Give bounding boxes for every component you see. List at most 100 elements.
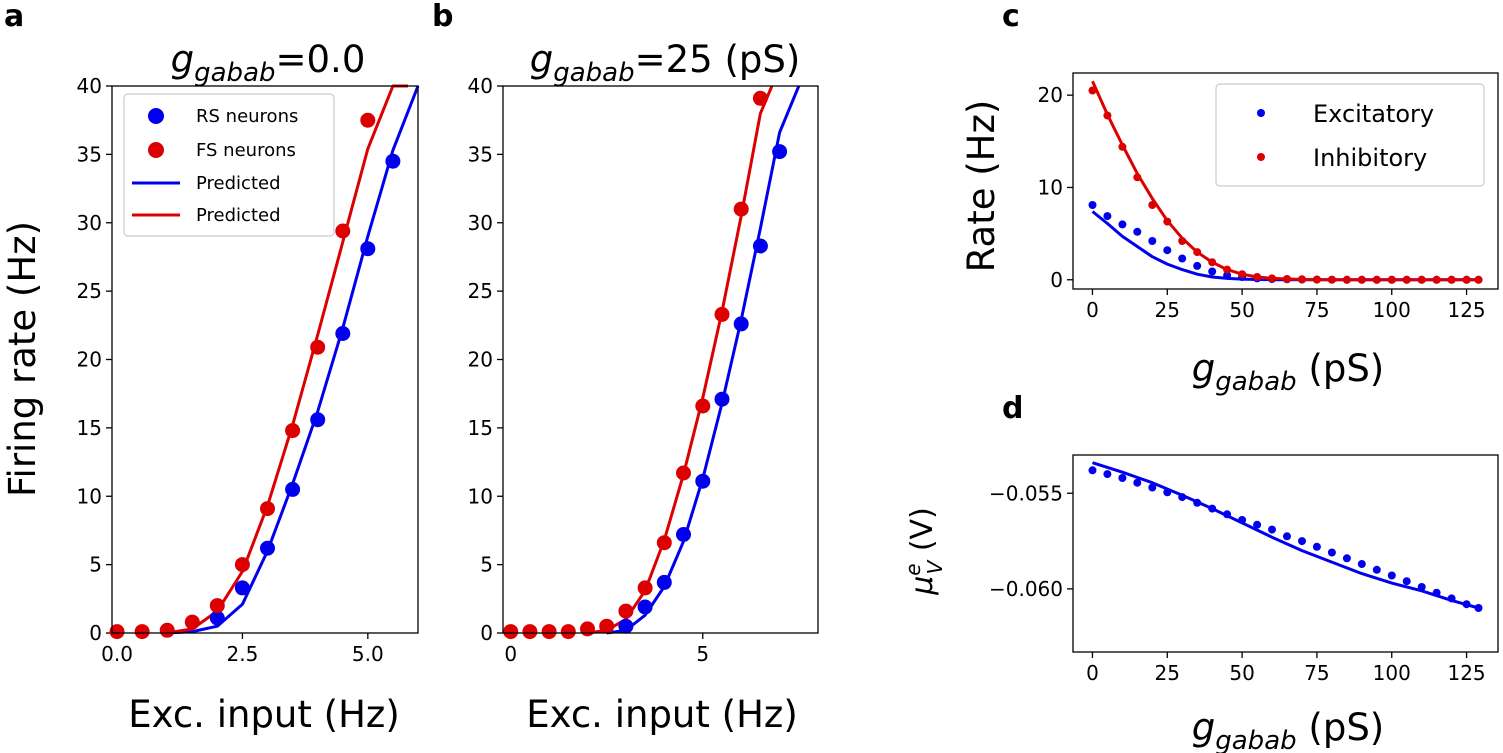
data-point [310,412,326,428]
data-point [656,535,672,551]
y-tick-label: 5 [89,553,102,577]
data-point [1298,275,1306,284]
data-point [752,90,768,106]
data-point [1312,542,1321,551]
data-point [1238,516,1247,524]
data-point [1402,275,1411,284]
data-point [522,624,538,640]
x-tick-label: 0 [504,642,517,666]
data-point [1103,212,1112,221]
data-point [234,580,250,596]
panel-b-title: ggabab=25 (pS) [530,38,801,88]
data-point [695,473,711,489]
legend-a-fs-marker [148,142,164,158]
data-point [1432,275,1441,284]
x-tick-label: 0.0 [101,642,133,666]
data-point [1417,583,1426,591]
y-tick-label: 25 [77,279,102,303]
x-tick-label: 75 [1304,298,1329,322]
data-point [1133,478,1142,487]
panel-d-points [1088,466,1483,612]
y-tick-label: 20 [77,348,102,372]
data-point [1357,560,1366,568]
legend-a-rs-marker [148,108,164,124]
x-tick-label: 100 [1373,298,1411,322]
y-tick-label: 40 [468,74,493,98]
x-tick-label: 0 [1086,661,1099,685]
panel-d-lines [1092,461,1479,610]
x-tick-label: 0 [1086,298,1099,322]
y-tick-label: 10 [77,484,102,508]
panel-c-ticks: 0 25 50 75 100 125 0 10 20 [1038,83,1486,322]
x-tick-label: 125 [1447,661,1485,685]
y-tick-label: −0.055 [989,481,1063,505]
data-point [1447,275,1456,284]
panel-a-ylabel: Firing rate (Hz) [1,221,44,497]
data-point [695,398,711,414]
y-tick-label: 35 [468,142,493,166]
data-point [1208,267,1217,276]
data-point [285,423,301,439]
data-point [1118,474,1127,482]
data-point [1253,273,1262,281]
panel-c-ylabel: Rate (Hz) [960,100,1003,273]
series-line [606,85,801,635]
data-point [260,540,275,556]
data-point [285,481,301,497]
x-tick-label: 50 [1229,298,1254,322]
y-tick-label: 0 [1050,268,1063,292]
panel-c-chart: ggabab (pS) Rate (Hz) 0 25 50 75 100 125 0 10 20… [960,72,1499,397]
data-point [1118,220,1127,229]
data-point [1268,525,1276,534]
series-line [1091,210,1482,282]
data-point [1372,565,1381,574]
data-point [1208,504,1217,513]
data-point [1103,470,1112,479]
data-point [1148,201,1157,209]
data-point [1312,275,1321,284]
data-point [360,241,376,257]
x-tick-label: 75 [1304,661,1329,685]
data-point [1163,246,1172,255]
data-point [1342,275,1351,284]
data-point [1327,275,1336,284]
data-point [1193,498,1202,507]
x-tick-label: 25 [1155,661,1180,685]
legend-c-inh-marker [1257,153,1265,161]
data-point [1178,254,1187,263]
panel-d-ylabel: μeV (V) [901,507,947,596]
data-point [714,306,730,322]
data-point [676,527,691,542]
data-point [1474,604,1483,612]
data-point [184,614,200,630]
x-tick-label: 5 [696,642,709,666]
panel-d-ticks: 0 25 50 75 100 125 −0.055 −0.060 [989,481,1486,685]
data-point [1223,271,1232,280]
panel-a-ticks: 0.0 2.5 5.0 0 5 10 15 20 25 30 35 40 [77,74,384,666]
x-tick-label: 125 [1447,298,1485,322]
data-point [159,622,175,638]
y-tick-label: 25 [468,279,493,303]
data-point [1462,275,1471,284]
x-tick-label: 25 [1155,298,1180,322]
data-point [772,144,788,160]
data-point [541,624,557,640]
legend-a-pred-red-label: Predicted [196,205,281,226]
x-tick-label: 2.5 [227,642,259,666]
data-point [618,618,634,634]
y-tick-label: 20 [1038,83,1063,107]
data-point [1133,227,1142,236]
y-tick-label: 30 [468,211,493,235]
data-point [1163,217,1172,226]
panel-a-title: ggabab=0.0 [171,38,366,88]
data-point [209,598,225,614]
data-point [560,624,576,640]
panel-d-frame [1072,454,1499,653]
data-point [752,238,768,254]
data-point [1417,275,1426,284]
data-point [637,599,653,615]
panel-b-chart: ggabab=25 (pS) Exc. input (Hz) 0 5 0 5 10 15 2… [468,38,819,736]
data-point [1432,588,1441,597]
legend-c-frame [1215,83,1485,187]
panel-d-letter: d [1002,391,1023,426]
